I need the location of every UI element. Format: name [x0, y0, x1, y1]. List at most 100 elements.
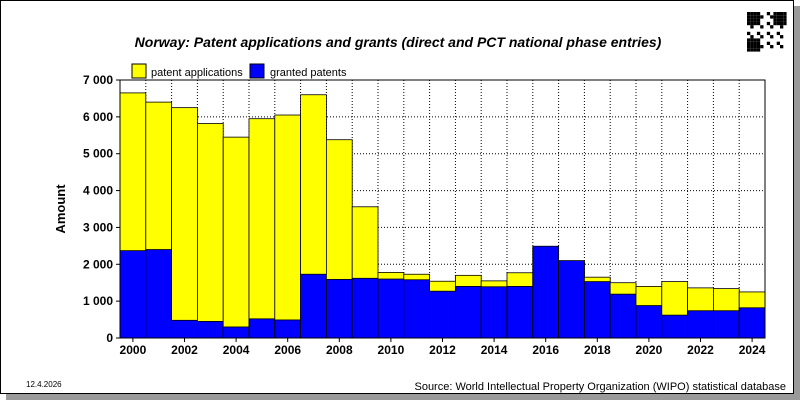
- legend-swatch-granted: [249, 63, 265, 79]
- qr-module: [753, 12, 757, 16]
- bar-granted-2018: [584, 281, 611, 339]
- bar-granted-2015: [506, 285, 534, 339]
- qr-module: [747, 38, 751, 42]
- qr-module: [760, 15, 764, 19]
- plot-border: [119, 79, 766, 339]
- qr-module: [756, 45, 761, 49]
- qr-module: [747, 12, 751, 16]
- bar-granted-2004: [222, 326, 250, 339]
- bar-granted-2009: [351, 277, 379, 339]
- qr-module: [750, 15, 754, 19]
- qr-module: [773, 18, 777, 22]
- qr-module: [750, 35, 754, 39]
- qr-module: [760, 35, 764, 39]
- bar-granted-2003: [196, 321, 224, 339]
- bar-granted-2010: [377, 278, 405, 339]
- x-tick-label: 2006: [274, 343, 301, 357]
- qr-module: [760, 45, 764, 49]
- qr-module: [750, 48, 754, 52]
- qr-module: [750, 45, 754, 49]
- x-tick-label: 2024: [739, 343, 766, 357]
- y-tick-label: 4 000: [83, 184, 113, 198]
- qr-module: [766, 21, 771, 26]
- qr-module: [773, 21, 777, 26]
- bar-granted-2014: [480, 286, 508, 339]
- bar-applications-2002: [171, 107, 198, 339]
- x-tick-label: 2012: [429, 343, 456, 357]
- qr-module: [753, 18, 757, 22]
- bar-granted-2007: [300, 273, 327, 339]
- y-axis-ticks: 0 1 000 2 000 3 000 4 000 5 000 6 000 7 000: [83, 73, 120, 345]
- qr-module: [773, 15, 777, 19]
- date-stamp: 12.4.2026: [26, 380, 62, 389]
- bar-granted-2013: [454, 285, 482, 339]
- qr-module: [756, 31, 761, 36]
- qr-module: [756, 15, 761, 19]
- legend-label-granted: granted patents: [270, 67, 347, 79]
- x-tick-label: 2002: [171, 343, 198, 357]
- qr-module: [773, 12, 777, 16]
- qr-module: [750, 21, 754, 26]
- qr-module: [753, 48, 757, 52]
- qr-module: [747, 21, 751, 26]
- bar-granted-2022: [687, 310, 714, 339]
- qr-module: [747, 18, 751, 22]
- qr-module: [756, 38, 761, 42]
- source-note: Source: World Intellectual Property Orga…: [414, 381, 786, 393]
- qr-module: [776, 21, 780, 26]
- qr-module: [780, 15, 784, 19]
- qr-module: [753, 15, 757, 19]
- qr-module: [750, 25, 754, 29]
- bar-applications-2006: [274, 114, 301, 339]
- bar-applications-2005: [248, 118, 276, 339]
- y-tick-label: 2 000: [83, 257, 113, 271]
- qr-module: [780, 45, 784, 49]
- y-tick-label: 1 000: [83, 294, 113, 308]
- qr-module: [756, 48, 761, 52]
- qr-module: [750, 18, 754, 22]
- bar-applications-2003: [196, 123, 224, 339]
- legend-label-applications: patent applications: [151, 67, 243, 79]
- qr-module: [780, 18, 784, 22]
- chart-title: Norway: Patent applications and grants (…: [135, 34, 662, 50]
- qr-module: [753, 41, 757, 45]
- qr-module: [750, 38, 754, 42]
- qr-module: [776, 31, 780, 36]
- x-tick-label: 2004: [223, 343, 250, 357]
- qr-module: [760, 25, 764, 29]
- legend: patent applications granted patents: [131, 63, 347, 79]
- bar-granted-2023: [713, 310, 740, 339]
- qr-module: [776, 15, 780, 19]
- qr-module: [770, 35, 774, 39]
- qr-module: [747, 45, 751, 49]
- bar-granted-2019: [609, 293, 637, 339]
- x-tick-label: 2016: [532, 343, 559, 357]
- qr-module: [780, 21, 784, 26]
- qr-module: [753, 38, 757, 42]
- qr-module: [747, 31, 751, 36]
- qr-module: [753, 21, 757, 26]
- qr-module: [780, 12, 784, 16]
- qr-module: [783, 21, 787, 26]
- qr-module: [756, 12, 761, 16]
- y-tick-label: 7 000: [83, 73, 113, 87]
- bar-granted-2000: [119, 250, 147, 339]
- qr-module: [766, 12, 771, 16]
- qr-module: [776, 41, 780, 45]
- qr-module: [747, 15, 751, 19]
- bar-granted-2006: [274, 319, 301, 339]
- bar-applications-2004: [222, 136, 250, 339]
- qr-module: [756, 21, 761, 26]
- qr-module: [783, 12, 787, 16]
- qr-module: [756, 41, 761, 45]
- qr-module: [780, 35, 784, 39]
- qr-module: [766, 41, 771, 45]
- qr-module: [770, 25, 774, 29]
- bar-granted-2002: [171, 319, 198, 339]
- qr-module: [783, 18, 787, 22]
- qr-module: [783, 15, 787, 19]
- x-tick-label: 2018: [584, 343, 611, 357]
- qr-module: [753, 45, 757, 49]
- x-tick-label: 2014: [481, 343, 508, 357]
